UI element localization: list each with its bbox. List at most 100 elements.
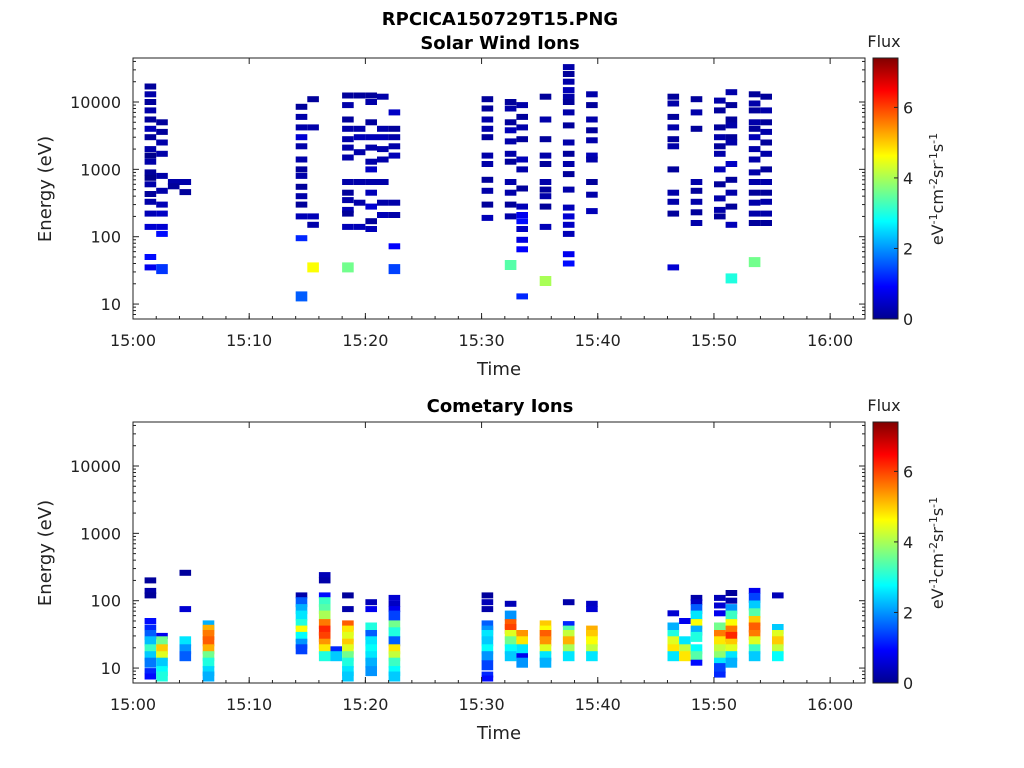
heatmap-cell bbox=[725, 619, 738, 630]
heatmap-cell bbox=[295, 597, 308, 608]
heatmap-cell bbox=[725, 273, 738, 284]
heatmap-cell bbox=[667, 143, 680, 150]
heatmap-cell bbox=[586, 137, 598, 144]
heatmap-cell bbox=[504, 189, 517, 196]
heatmap-cell bbox=[388, 143, 401, 150]
heatmap-cell bbox=[353, 179, 366, 185]
heatmap-cell bbox=[504, 610, 517, 621]
heatmap-cell bbox=[388, 627, 401, 638]
heatmap-cell bbox=[144, 158, 157, 165]
heatmap-cell bbox=[562, 171, 575, 178]
colorbar-title-cometary: Flux bbox=[867, 396, 900, 415]
heatmap-cell bbox=[156, 264, 168, 275]
heatmap-cell bbox=[714, 651, 726, 662]
heatmap-cell bbox=[144, 223, 157, 230]
heatmap-cell bbox=[342, 606, 354, 613]
heatmap-cell bbox=[342, 189, 354, 196]
heatmap-cell bbox=[714, 195, 726, 202]
heatmap-cell bbox=[295, 143, 308, 150]
heatmap-cell bbox=[690, 96, 703, 103]
heatmap-cell bbox=[365, 599, 377, 606]
heatmap-cell bbox=[144, 99, 157, 105]
heatmap-cell bbox=[586, 630, 598, 640]
heatmap-cell bbox=[318, 597, 331, 608]
heatmap-cell bbox=[714, 671, 726, 678]
heatmap-cell bbox=[562, 213, 575, 220]
heatmap-cell bbox=[714, 97, 726, 104]
x-tick-label: 16:00 bbox=[807, 331, 853, 350]
heatmap-cell bbox=[586, 208, 598, 215]
heatmap-cell bbox=[586, 116, 598, 123]
heatmap-cell bbox=[725, 116, 738, 123]
heatmap-cell bbox=[586, 127, 598, 134]
colorbar-solar-wind bbox=[872, 57, 899, 320]
heatmap-cell bbox=[144, 618, 157, 624]
heatmap-cell bbox=[295, 172, 308, 179]
heatmap-cell bbox=[690, 594, 703, 601]
heatmap-cell bbox=[586, 179, 598, 185]
heatmap-cell bbox=[586, 152, 598, 159]
heatmap-cell bbox=[516, 657, 528, 668]
heatmap-cell bbox=[365, 622, 377, 633]
heatmap-cell bbox=[295, 610, 308, 621]
heatmap-cell bbox=[388, 657, 401, 668]
y-axis-solar-wind: 10 100 1000 10000 bbox=[70, 60, 865, 320]
heatmap-cell bbox=[748, 107, 761, 114]
heatmap-cell bbox=[748, 156, 761, 163]
heatmap-cell bbox=[725, 657, 738, 668]
heatmap-cell bbox=[748, 644, 761, 655]
heatmap-cell bbox=[562, 71, 575, 77]
heatmap-cell bbox=[481, 176, 494, 183]
heatmap-cell bbox=[504, 138, 517, 145]
heatmap-cell bbox=[516, 113, 528, 120]
heatmap-cell bbox=[714, 124, 726, 131]
heatmap-cell bbox=[481, 214, 494, 221]
heatmap-cell bbox=[144, 107, 157, 114]
heatmap-cell bbox=[667, 166, 680, 173]
heatmap-cell bbox=[748, 210, 761, 217]
heatmap-cell bbox=[388, 606, 401, 613]
heatmap-cell bbox=[388, 651, 401, 662]
heatmap-cell bbox=[667, 210, 680, 217]
panel-title-cometary: Cometary Ions bbox=[427, 396, 574, 417]
unit-s: s bbox=[928, 144, 947, 152]
heatmap-cell bbox=[295, 592, 308, 599]
heatmap-cell bbox=[725, 631, 738, 642]
heatmap-cell bbox=[586, 600, 598, 607]
heatmap-cell bbox=[365, 218, 377, 225]
heatmap-cell bbox=[690, 631, 703, 642]
heatmap-cell bbox=[342, 592, 354, 599]
heatmap-cell bbox=[295, 193, 308, 200]
heatmap-cell bbox=[353, 199, 366, 206]
heatmap-cell bbox=[388, 212, 401, 218]
x-tick-label: 15:10 bbox=[226, 331, 272, 350]
heatmap-cell bbox=[714, 150, 726, 157]
heatmap-cell bbox=[144, 116, 157, 123]
heatmap-cell bbox=[690, 644, 703, 655]
heatmap-cell bbox=[179, 606, 192, 613]
heatmap-cell bbox=[725, 102, 738, 109]
heatmap-cell bbox=[144, 174, 157, 181]
heatmap-cell bbox=[504, 630, 517, 640]
heatmap-cell bbox=[318, 651, 331, 662]
heatmap-cell bbox=[539, 223, 552, 230]
x-tick-label: 15:20 bbox=[342, 331, 388, 350]
heatmap-cell bbox=[342, 210, 354, 217]
heatmap-cell bbox=[388, 666, 401, 677]
heatmap-cell bbox=[342, 154, 354, 161]
heatmap-cell bbox=[318, 625, 331, 636]
heatmap-cell bbox=[586, 91, 598, 98]
heatmap-cell bbox=[516, 218, 528, 225]
heatmap-cell bbox=[365, 651, 377, 662]
colorbar-title-solar-wind: Flux bbox=[867, 32, 900, 51]
heatmap-cell bbox=[725, 176, 738, 183]
heatmap-cell bbox=[156, 172, 168, 179]
heatmap-cell bbox=[353, 134, 366, 141]
heatmap-cell bbox=[562, 221, 575, 228]
x-tick-label: 15:40 bbox=[575, 331, 621, 350]
colorbar-unit-cometary: eV-1cm-2sr-1s-1 bbox=[927, 497, 947, 609]
heatmap-cell bbox=[144, 592, 157, 599]
heatmap-cell bbox=[667, 113, 680, 120]
x-axis-solar-wind: 15:00 15:10 15:20 15:30 15:40 15:50 16:00 bbox=[110, 58, 854, 350]
heatmap-cell bbox=[725, 122, 738, 129]
